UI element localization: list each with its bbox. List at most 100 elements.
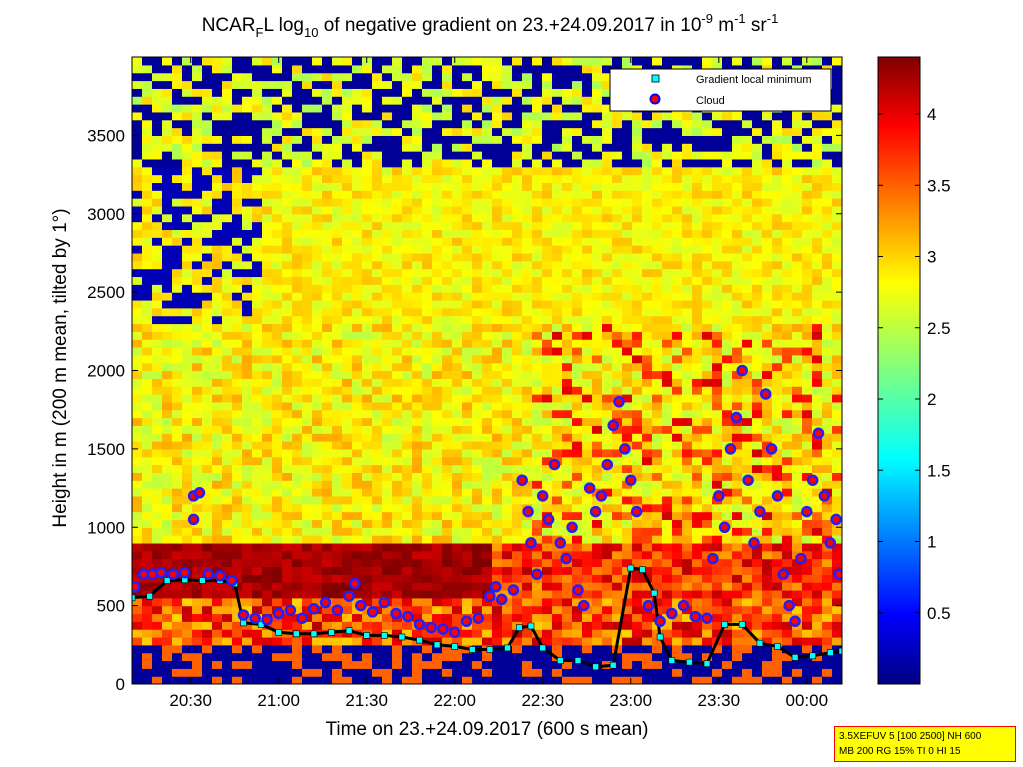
heatmap-cell — [732, 542, 743, 552]
heatmap-cell — [212, 409, 223, 419]
heatmap-cell — [562, 362, 573, 372]
heatmap-cell — [412, 229, 423, 238]
heatmap-cell — [312, 652, 323, 662]
heatmap-cell — [232, 339, 243, 348]
heatmap-cell — [572, 495, 583, 505]
heatmap-cell — [272, 488, 283, 497]
heatmap-cell — [622, 237, 633, 246]
heatmap-cell — [462, 182, 473, 191]
heatmap-cell — [182, 158, 193, 168]
heatmap-cell — [352, 292, 363, 301]
heatmap-cell — [612, 597, 623, 607]
heatmap-cell — [712, 660, 723, 669]
heatmap-cell — [242, 621, 253, 630]
heatmap-cell — [512, 550, 523, 560]
heatmap-cell — [412, 644, 423, 654]
heatmap-cell — [582, 284, 593, 293]
heatmap-cell — [602, 589, 613, 599]
heatmap-cell — [172, 464, 183, 473]
heatmap-cell — [282, 119, 293, 129]
heatmap-cell — [472, 346, 483, 356]
heatmap-cell — [542, 339, 553, 348]
heatmap-cell — [212, 676, 223, 684]
heatmap-cell — [642, 292, 653, 301]
heatmap-cell — [492, 417, 503, 426]
heatmap-cell — [202, 417, 213, 426]
heatmap-cell — [242, 354, 253, 364]
heatmap-cell — [552, 307, 563, 317]
heatmap-cell — [522, 284, 533, 293]
heatmap-cell — [682, 386, 693, 395]
heatmap-cell — [742, 339, 753, 348]
heatmap-cell — [572, 676, 583, 684]
heatmap-cell — [582, 542, 593, 552]
heatmap-cell — [382, 582, 393, 591]
heatmap-cell — [292, 401, 303, 411]
heatmap-cell — [502, 331, 513, 340]
heatmap-cell — [602, 307, 613, 317]
heatmap-cell — [262, 425, 273, 434]
heatmap-cell — [382, 574, 393, 583]
heatmap-cell — [322, 174, 333, 183]
heatmap-cell — [142, 174, 153, 183]
heatmap-cell — [212, 307, 223, 317]
heatmap-cell — [662, 252, 673, 262]
heatmap-cell — [212, 198, 223, 207]
heatmap-cell — [602, 425, 613, 434]
heatmap-cell — [352, 127, 363, 136]
heatmap-cell — [682, 582, 693, 591]
heatmap-cell — [342, 660, 353, 669]
heatmap-cell — [632, 331, 643, 340]
heatmap-cell — [492, 221, 503, 231]
heatmap-cell — [452, 96, 463, 105]
heatmap-cell — [202, 158, 213, 168]
heatmap-cell — [452, 284, 463, 293]
heatmap-cell — [402, 574, 413, 583]
heatmap-cell — [562, 299, 573, 309]
heatmap-cell — [652, 190, 663, 199]
heatmap-cell — [592, 613, 603, 622]
heatmap-cell — [592, 284, 603, 293]
heatmap-cell — [372, 456, 383, 466]
heatmap-cell — [462, 550, 473, 560]
heatmap-cell — [712, 542, 723, 552]
heatmap-cell — [442, 111, 453, 121]
heatmap-cell — [312, 57, 323, 66]
heatmap-cell — [282, 198, 293, 207]
heatmap-cell — [432, 652, 443, 662]
heatmap-cell — [332, 299, 343, 309]
heatmap-cell — [222, 629, 233, 638]
heatmap-cell — [682, 519, 693, 528]
heatmap-cell — [452, 307, 463, 317]
heatmap-cell — [642, 268, 653, 278]
heatmap-cell — [412, 527, 423, 536]
heatmap-cell — [512, 229, 523, 238]
heatmap-cell — [652, 464, 663, 473]
heatmap-cell — [292, 409, 303, 419]
heatmap-cell — [712, 464, 723, 473]
heatmap-cell — [402, 104, 413, 113]
heatmap-cell — [532, 488, 543, 497]
heatmap-cell — [542, 589, 553, 599]
heatmap-cell — [322, 464, 333, 473]
heatmap-cell — [672, 621, 683, 630]
heatmap-cell — [392, 80, 403, 89]
heatmap-cell — [502, 143, 513, 152]
heatmap-cell — [352, 307, 363, 317]
heatmap-cell — [282, 268, 293, 278]
heatmap-cell — [732, 488, 743, 497]
heatmap-cell — [332, 182, 343, 191]
heatmap-cell — [262, 409, 273, 419]
heatmap-cell — [192, 362, 203, 372]
heatmap-cell — [562, 307, 573, 317]
heatmap-cell — [282, 527, 293, 536]
heatmap-cell — [422, 378, 433, 387]
heatmap-cell — [632, 464, 643, 473]
heatmap-cell — [372, 80, 383, 89]
heatmap-cell — [282, 597, 293, 607]
heatmap-cell — [302, 503, 313, 513]
heatmap-cell — [712, 292, 723, 301]
heatmap-cell — [522, 135, 533, 144]
heatmap-cell — [352, 636, 363, 646]
heatmap-cell — [652, 636, 663, 646]
